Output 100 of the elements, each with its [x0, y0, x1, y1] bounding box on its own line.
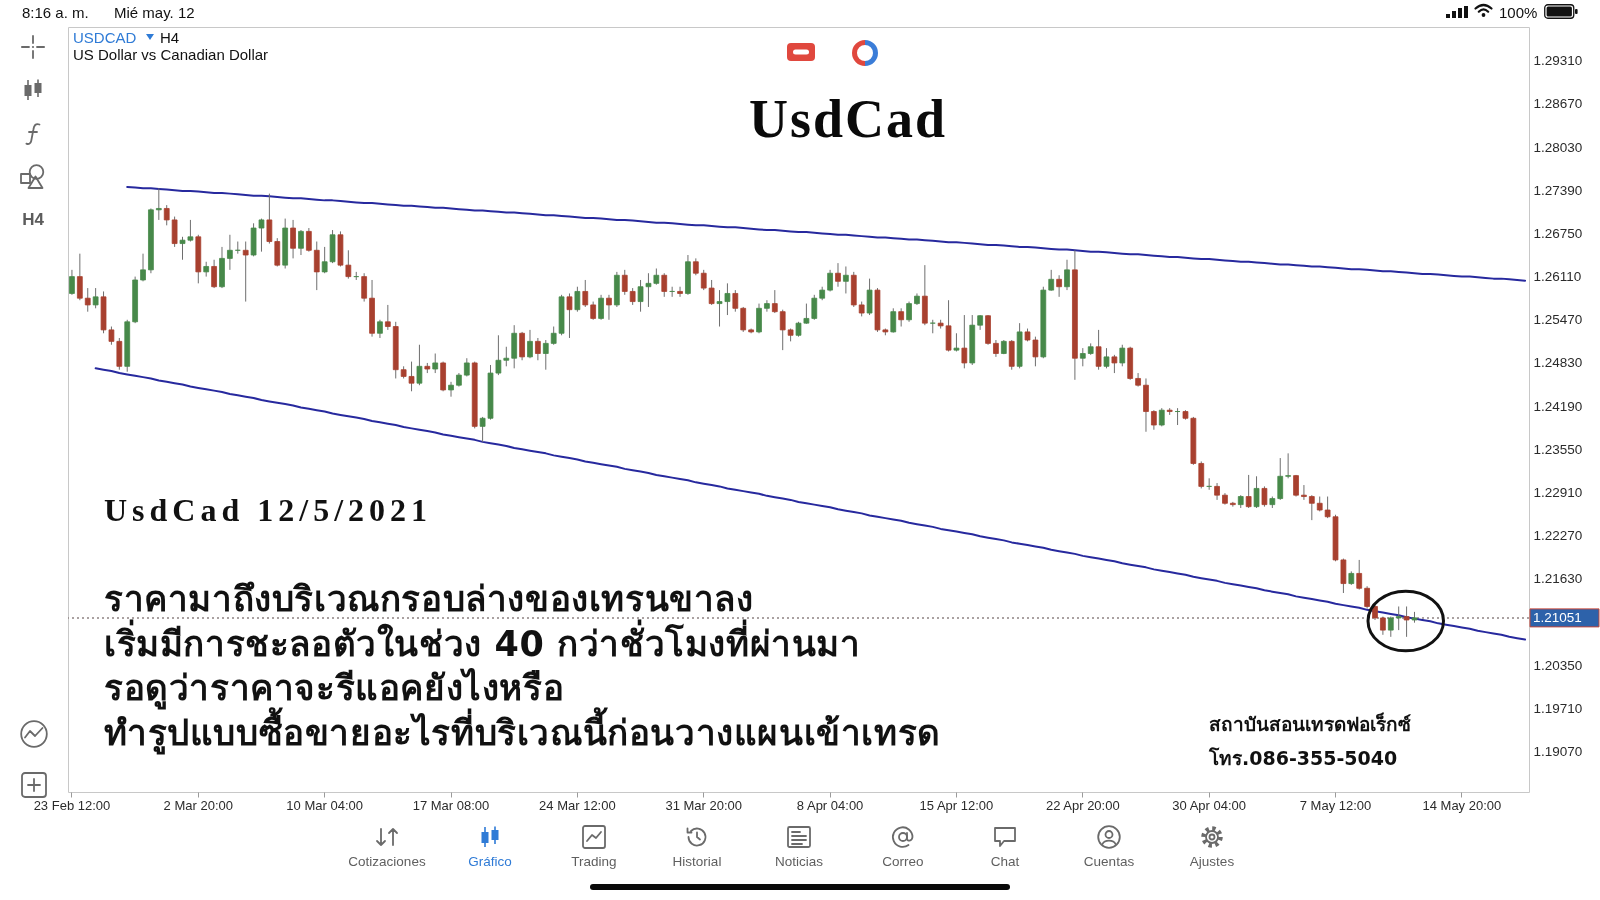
text: 8:16 a. m. — [22, 3, 89, 21]
text: H4 — [22, 210, 44, 230]
candlestick — [527, 329, 533, 359]
ref-line-label: 1.21051 — [1533, 609, 1582, 625]
annotation: รอดูว่าราคาจะรีแอคยังไงหรือ — [104, 667, 565, 708]
text: Ajustes — [1189, 853, 1235, 869]
candlestick — [1285, 452, 1291, 479]
candlestick — [163, 204, 170, 226]
annotation: H4 — [160, 28, 180, 46]
annotation: USDCAD — [73, 28, 137, 46]
candlestick — [1301, 484, 1307, 501]
candlestick — [298, 229, 304, 256]
y-tick-label: 1.25470 — [1533, 312, 1583, 328]
candlestick — [1048, 269, 1055, 292]
candlestick — [384, 304, 391, 331]
x-tick-label: 22 Apr 20:00 — [1045, 797, 1120, 813]
candlestick — [69, 269, 75, 296]
annotation: US Dollar vs Canadian Dollar — [73, 45, 269, 63]
x-tick-label: 10 Mar 04:00 — [286, 797, 363, 813]
y-tick-label: 1.29310 — [1533, 53, 1583, 69]
candlestick — [542, 339, 549, 371]
candlestick — [835, 262, 841, 288]
candlestick — [1135, 372, 1141, 388]
candlestick — [700, 269, 707, 291]
y-tick-label: 1.28670 — [1533, 96, 1583, 112]
candlestick — [732, 289, 739, 313]
candlestick — [535, 337, 541, 361]
candlestick — [1277, 457, 1284, 501]
text: Trading — [571, 853, 617, 869]
text: UsdCad — [748, 88, 948, 150]
candlestick — [582, 279, 589, 308]
text: Gráfico — [468, 853, 512, 869]
candlestick — [1253, 475, 1260, 509]
candlestick — [519, 331, 525, 361]
x-tick-label: 17 Mar 08:00 — [412, 797, 490, 813]
annotation: โทร.086-355-5040 — [1209, 746, 1398, 771]
annotation: ราคามาถึงบริเวณกรอบล่างของเทรนขาลง — [104, 578, 754, 619]
candlestick — [211, 259, 217, 289]
candlestick — [84, 287, 91, 313]
y-tick-label: 1.19710 — [1533, 700, 1583, 716]
candlestick — [1119, 344, 1126, 367]
x-tick-label: 30 Apr 04:00 — [1172, 797, 1247, 813]
line-series — [126, 185, 1527, 282]
y-tick-label: 1.24190 — [1533, 398, 1583, 414]
y-tick-label: 1.24830 — [1533, 355, 1583, 371]
candlestick — [1095, 329, 1102, 371]
candlestick — [590, 301, 597, 321]
text: Cotizaciones — [348, 853, 426, 869]
candlestick — [313, 241, 320, 291]
candlestick — [1079, 347, 1086, 367]
candlestick — [764, 299, 770, 313]
candlestick — [227, 234, 233, 271]
candlestick — [906, 301, 912, 323]
candlestick — [1151, 409, 1157, 431]
annotation: UsdCad 12/5/2021 — [104, 491, 433, 529]
candlestick — [416, 344, 423, 386]
candlestick — [866, 278, 873, 316]
y-tick-label: 1.22270 — [1533, 528, 1583, 544]
candlestick — [771, 289, 778, 314]
x-tick-label: 31 Mar 20:00 — [665, 797, 743, 813]
candlestick — [432, 353, 439, 374]
candlestick — [890, 307, 897, 334]
candlestick — [1103, 347, 1110, 369]
candlestick — [811, 294, 818, 321]
candlestick — [606, 294, 612, 321]
y-tick-label: 1.21630 — [1533, 571, 1583, 587]
candlestick — [1064, 259, 1070, 291]
candlestick — [708, 279, 715, 306]
candlestick — [171, 216, 178, 248]
candlestick — [266, 193, 273, 245]
y-tick-label: 1.23550 — [1533, 441, 1583, 457]
x-tick-label: 2 Mar 20:00 — [163, 797, 233, 813]
candlestick — [306, 227, 312, 253]
candlestick — [1111, 354, 1118, 374]
y-tick-label: 1.22910 — [1533, 484, 1583, 500]
candlestick — [377, 319, 383, 339]
y-tick-label: 1.27390 — [1533, 182, 1583, 198]
candlestick — [1245, 474, 1252, 509]
candlestick — [1056, 274, 1062, 298]
text: Chat — [990, 853, 1020, 869]
text: Mié may. 12 — [114, 3, 195, 21]
candlestick — [1261, 485, 1268, 508]
candlestick — [598, 294, 604, 321]
candlestick — [756, 303, 762, 334]
candlestick — [1364, 585, 1370, 610]
candlestick — [242, 241, 249, 303]
candlestick — [677, 286, 683, 298]
x-tick-label: 14 May 20:00 — [1422, 797, 1502, 813]
candlestick — [290, 219, 296, 259]
candlestick — [1308, 494, 1315, 521]
text: 100% — [1499, 3, 1538, 21]
candlestick — [898, 307, 905, 328]
candlestick — [1395, 605, 1402, 631]
candlestick — [566, 292, 573, 339]
text: Noticias — [774, 853, 824, 869]
candlestick — [361, 272, 367, 303]
y-tick-label: 1.19070 — [1533, 744, 1583, 760]
candlestick — [274, 237, 281, 267]
candlestick — [1356, 559, 1363, 591]
candlestick — [621, 269, 628, 296]
